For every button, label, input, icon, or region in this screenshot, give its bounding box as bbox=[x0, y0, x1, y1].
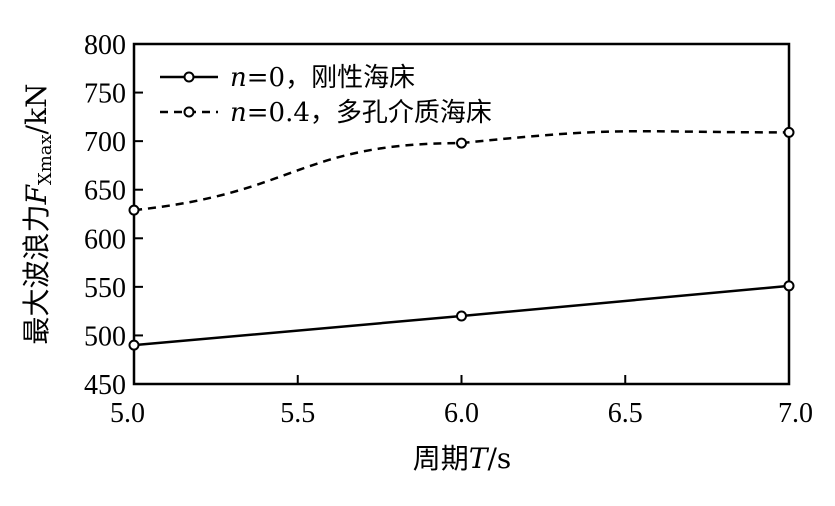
y-axis-title-prefix: 最大波浪力 bbox=[20, 205, 53, 345]
legend-label-series-2: n=0.4，多孔介质海床 bbox=[230, 98, 492, 128]
data-point-series-2 bbox=[456, 137, 467, 149]
x-axis-title-prefix: 周期 bbox=[413, 442, 469, 475]
y-tick-label: 800 bbox=[84, 30, 126, 61]
plot-frame bbox=[132, 42, 791, 386]
data-point-series-1 bbox=[456, 310, 467, 322]
y-tick-label: 750 bbox=[84, 79, 126, 110]
legend-marker-series-1 bbox=[183, 71, 195, 83]
x-tick-label: 7.0 bbox=[778, 398, 813, 429]
x-tick-label: 6.0 bbox=[444, 398, 479, 429]
x-tick-label: 5.5 bbox=[280, 398, 315, 429]
legend-var-series-2: n bbox=[230, 98, 247, 128]
y-axis-title-unit: /kN bbox=[20, 83, 53, 134]
legend-rest-series-1: =0，刚性海床 bbox=[247, 63, 415, 93]
y-tick-label: 450 bbox=[84, 370, 126, 401]
x-axis-title-var: T bbox=[469, 442, 490, 475]
legend-rest-series-2: =0.4，多孔介质海床 bbox=[247, 98, 492, 128]
y-tick-label: 600 bbox=[84, 224, 126, 255]
x-tick-label: 5.0 bbox=[110, 398, 145, 429]
y-axis-title-sub: Xmax bbox=[35, 134, 56, 185]
series-layer bbox=[128, 126, 795, 351]
legend-label-series-1: n=0，刚性海床 bbox=[230, 63, 415, 93]
legend: n=0，刚性海床 n=0.4，多孔介质海床 bbox=[160, 63, 492, 128]
legend-var-series-1: n bbox=[230, 63, 247, 93]
data-point-series-2 bbox=[128, 204, 140, 216]
x-axis-title: 周期T/s bbox=[413, 442, 512, 475]
y-tick-label: 500 bbox=[84, 321, 126, 352]
y-axis-title: 最大波浪力FXmax/kN bbox=[20, 83, 56, 344]
y-tick-label: 650 bbox=[84, 176, 126, 207]
y-tick-label: 550 bbox=[84, 273, 126, 304]
legend-marker-series-2 bbox=[183, 106, 195, 118]
x-axis-title-unit: /s bbox=[487, 442, 511, 475]
x-tick-label: 6.5 bbox=[608, 398, 643, 429]
data-point-series-1 bbox=[783, 280, 795, 292]
data-point-series-1 bbox=[128, 339, 140, 351]
ticks: 450 500 550 600 650 700 750 800 5.0 5.5 6.0 6.5 7.0 bbox=[84, 30, 813, 429]
y-axis-title-var: F bbox=[20, 184, 53, 206]
y-tick-label: 700 bbox=[84, 127, 126, 158]
series-line-2 bbox=[133, 129, 790, 212]
data-point-series-2 bbox=[783, 126, 795, 138]
